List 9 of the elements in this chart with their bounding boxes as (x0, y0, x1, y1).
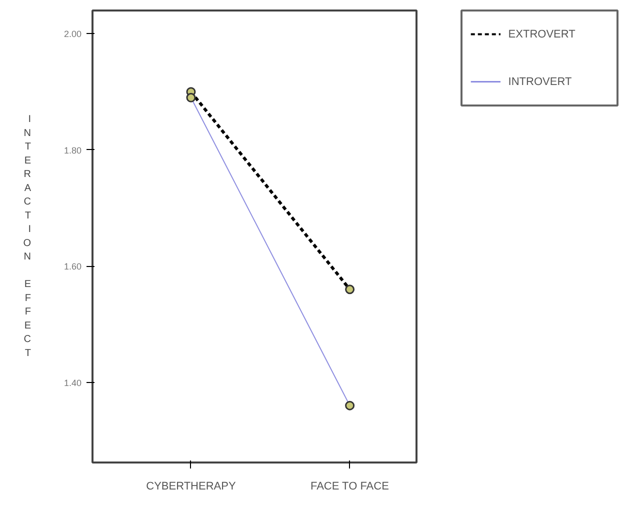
y-tick-label: 1.40 (64, 378, 82, 388)
y-tick-label: 1.80 (64, 145, 82, 156)
x-tick-label: FACE TO FACE (310, 480, 389, 492)
text: INTERACTION EFFECT (23, 114, 31, 359)
x-tick-label: CYBERTHERAPY (146, 480, 236, 492)
legend-label: INTROVERT (508, 76, 572, 88)
legend-label: EXTROVERT (508, 28, 576, 40)
y-tick-label: 1.60 (64, 262, 82, 272)
y-tick-label: 2.00 (64, 29, 82, 40)
